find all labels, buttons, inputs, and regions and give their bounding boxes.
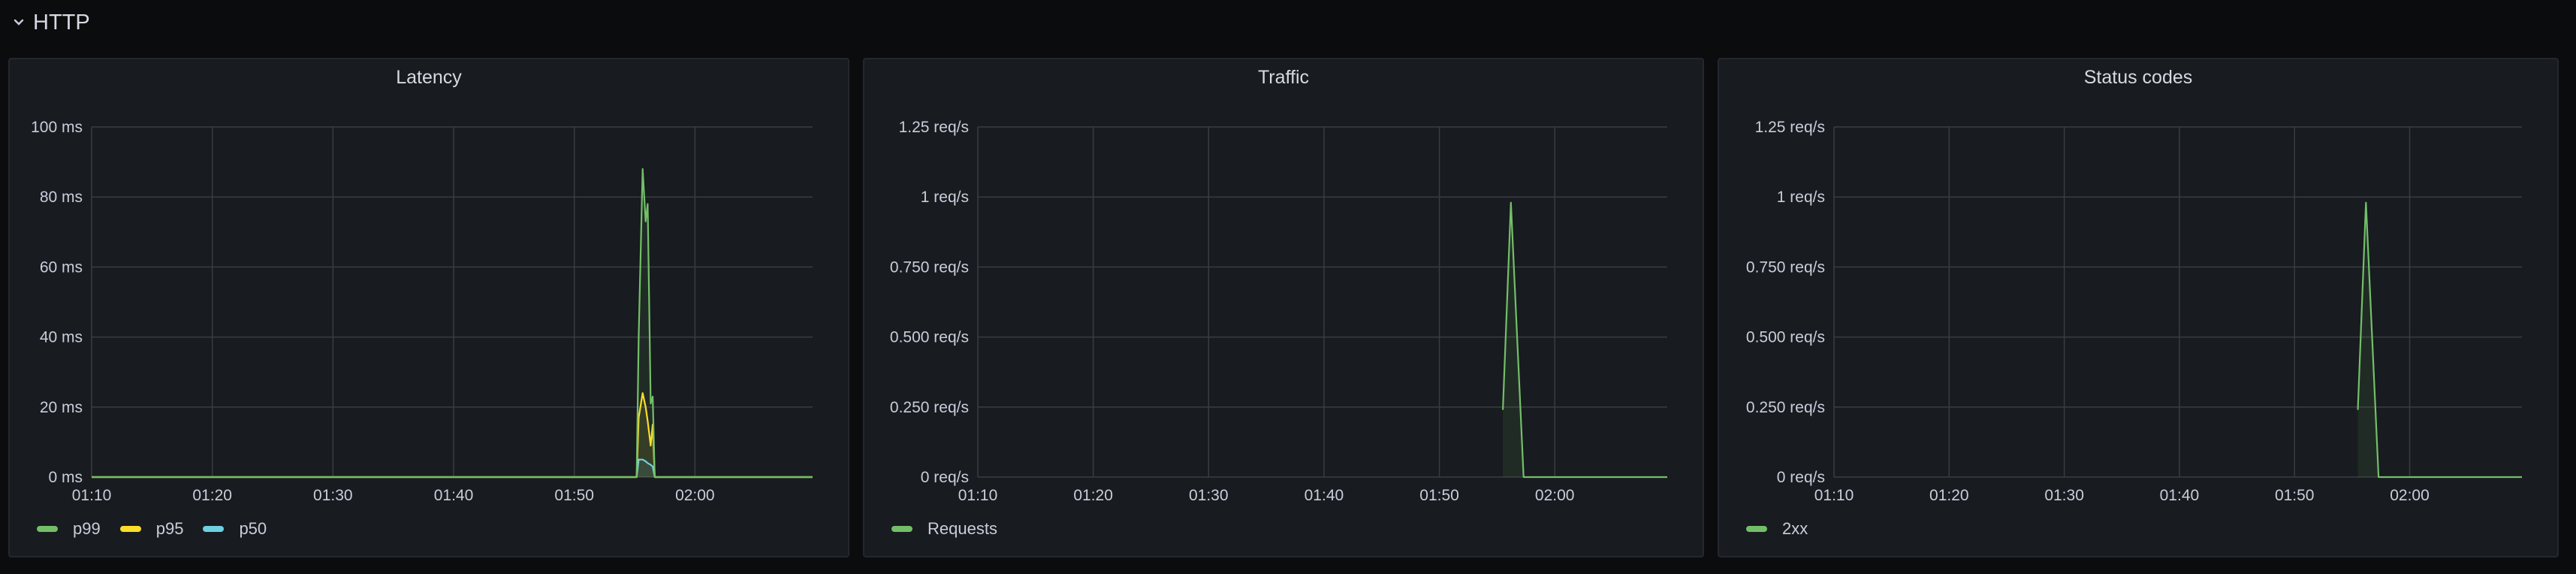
panel-latency: Latency 0 ms 20 ms 40 ms 60 ms 80 ms 100 ms 01…	[8, 58, 849, 557]
x-tick-label: 01:40	[2160, 487, 2200, 504]
panel-status-codes: Status codes 0 req/s 0.250 req/s 0.500 req…	[1718, 58, 2559, 557]
legend-swatch	[119, 526, 141, 532]
x-tick-label: 01:40	[434, 487, 474, 504]
legend-swatch	[1746, 526, 1767, 532]
panel-title[interactable]: Status codes	[2083, 67, 2193, 88]
legend-swatch	[37, 526, 58, 532]
legend-item-p95[interactable]: p95	[119, 519, 184, 539]
y-tick-label: 20 ms	[40, 399, 83, 416]
x-tick-label: 01:30	[1189, 487, 1229, 504]
legend-label: p95	[155, 519, 184, 538]
y-tick-label: 0.500 req/s	[890, 329, 969, 346]
legend: Requests	[891, 519, 997, 539]
series-line-p95	[92, 392, 813, 479]
legend-item-Requests[interactable]: Requests	[891, 519, 997, 539]
panels: Latency 0 ms 20 ms 40 ms 60 ms 80 ms 100 ms 01…	[8, 58, 2559, 557]
x-tick-label: 02:00	[675, 487, 715, 504]
y-tick-label: 0 req/s	[921, 469, 969, 486]
legend-label: 2xx	[1782, 519, 1808, 538]
x-tick-label: 01:50	[1419, 487, 1459, 504]
x-tick-label: 01:20	[1929, 487, 1969, 504]
y-tick-label: 0 req/s	[1777, 469, 1825, 486]
x-tick-label: 01:20	[1073, 487, 1113, 504]
y-tick-label: 0.500 req/s	[1746, 329, 1825, 346]
y-tick-label: 1 req/s	[1777, 189, 1825, 206]
y-tick-label: 0.250 req/s	[890, 399, 969, 416]
panel-title[interactable]: Latency	[396, 67, 462, 88]
legend-label: Requests	[928, 519, 997, 538]
series-area-p95	[92, 393, 813, 477]
panel-traffic: Traffic 0 req/s 0.250 req/s 0.500 req/s 0.7…	[863, 58, 1704, 557]
y-tick-label: 0 ms	[48, 469, 83, 486]
legend-item-2xx[interactable]: 2xx	[1746, 519, 1808, 539]
chevron-down-icon	[14, 19, 24, 26]
chart-svg[interactable]: 0 req/s 0.250 req/s 0.500 req/s 0.750 req/s…	[1719, 59, 2557, 556]
y-tick-label: 0.250 req/s	[1746, 399, 1825, 416]
x-tick-label: 02:00	[2390, 487, 2430, 504]
series-area-2xx	[2357, 202, 2522, 477]
x-tick-label: 02:00	[1535, 487, 1575, 504]
y-tick-label: 60 ms	[40, 258, 83, 276]
y-tick-label: 100 ms	[31, 119, 83, 136]
y-tick-label: 80 ms	[40, 189, 83, 206]
panel-title[interactable]: Traffic	[1257, 67, 1310, 88]
series-line-p50	[92, 458, 813, 479]
x-tick-label: 01:20	[192, 487, 232, 504]
x-tick-label: 01:40	[1305, 487, 1344, 504]
x-tick-label: 01:10	[72, 487, 112, 504]
y-tick-label: 1 req/s	[921, 189, 969, 206]
chart-svg[interactable]: 0 ms 20 ms 40 ms 60 ms 80 ms 100 ms 01:10 01:20…	[10, 59, 848, 556]
y-tick-label: 1.25 req/s	[1755, 119, 1825, 136]
series-line-Requests	[1502, 201, 1667, 479]
x-tick-label: 01:50	[2275, 487, 2315, 504]
x-tick-label: 01:30	[2044, 487, 2084, 504]
series-area-p50	[92, 459, 813, 477]
y-tick-label: 0.750 req/s	[1746, 258, 1825, 276]
legend-item-p50[interactable]: p50	[203, 519, 267, 539]
legend-swatch	[203, 526, 225, 532]
legend-label: p99	[73, 519, 101, 538]
series-area-p99	[92, 168, 813, 477]
legend: 2xx	[1746, 519, 1808, 539]
series-line-p99	[92, 168, 813, 479]
x-tick-label: 01:50	[554, 487, 594, 504]
y-tick-label: 1.25 req/s	[899, 119, 969, 136]
x-tick-label: 01:30	[313, 487, 353, 504]
row-header-http[interactable]: HTTP	[11, 5, 90, 41]
legend-item-p99[interactable]: p99	[37, 519, 101, 539]
series-area-Requests	[1503, 202, 1667, 477]
row-title: HTTP	[33, 10, 90, 35]
x-tick-label: 01:10	[958, 487, 998, 504]
y-tick-label: 40 ms	[40, 329, 83, 346]
series-line-2xx	[2357, 201, 2522, 479]
legend: p99 p95 p50	[37, 519, 267, 539]
legend-swatch	[891, 526, 912, 532]
legend-label: p50	[239, 519, 267, 538]
x-tick-label: 01:10	[1814, 487, 1854, 504]
y-tick-label: 0.750 req/s	[890, 258, 969, 276]
chart-svg[interactable]: 0 req/s 0.250 req/s 0.500 req/s 0.750 req/s…	[864, 59, 1703, 556]
